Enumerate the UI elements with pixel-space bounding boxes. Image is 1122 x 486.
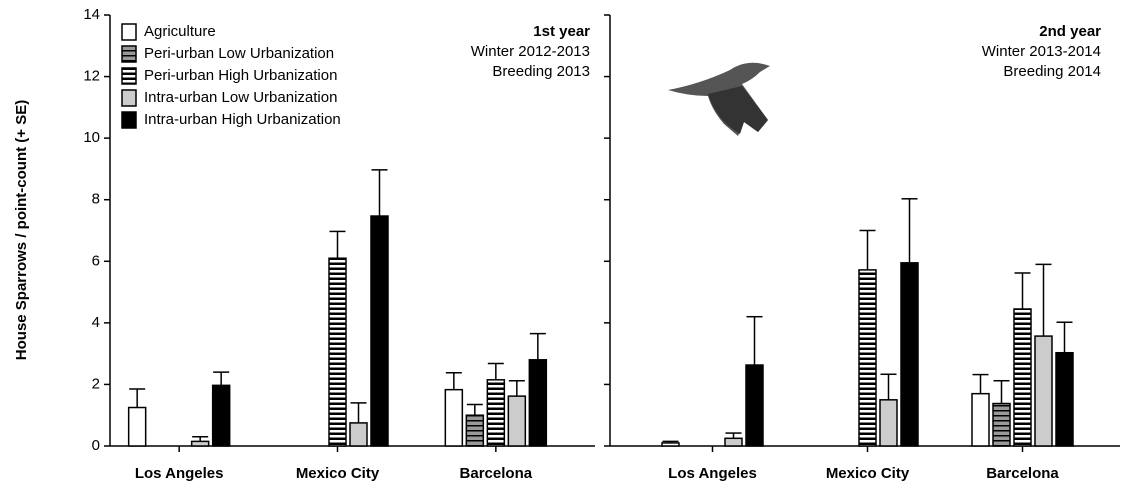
bar (129, 408, 146, 446)
y-tick-label: 12 (83, 68, 100, 85)
bar (1056, 353, 1073, 446)
legend-label: Peri-urban Low Urbanization (144, 45, 334, 62)
x-tick-label: Los Angeles (135, 465, 224, 482)
bar (445, 390, 462, 446)
panel-note: Winter 2013-2014 (982, 43, 1101, 60)
y-tick-label: 6 (92, 252, 100, 269)
bar (725, 438, 742, 446)
bar (880, 400, 897, 446)
legend-swatch (122, 46, 136, 62)
legend-label: Intra-urban Low Urbanization (144, 89, 337, 106)
bar (662, 443, 679, 446)
bar (901, 263, 918, 446)
bar (329, 258, 346, 446)
y-tick-label: 2 (92, 375, 100, 392)
panel-note: Winter 2012-2013 (471, 43, 590, 60)
bar (350, 423, 367, 446)
y-tick-label: 4 (92, 314, 100, 331)
panel-title: 1st year (533, 23, 590, 40)
bar (859, 270, 876, 446)
bar (972, 394, 989, 446)
panel-note: Breeding 2013 (492, 63, 590, 80)
y-axis-label: House Sparrows / point-count (+ SE) (13, 100, 30, 360)
legend-label: Peri-urban High Urbanization (144, 67, 337, 84)
bar (371, 216, 388, 446)
y-tick-label: 0 (92, 437, 100, 454)
bar (529, 360, 546, 446)
bar (1014, 309, 1031, 446)
panel-title: 2nd year (1039, 23, 1101, 40)
bar (466, 415, 483, 446)
y-tick-label: 10 (83, 129, 100, 146)
legend-swatch (122, 68, 136, 84)
chart: House Sparrows / point-count (+ SE) 0 2 4 6… (0, 0, 1122, 486)
bar (192, 441, 209, 446)
legend-swatch (122, 112, 136, 128)
y-tick-label: 8 (92, 191, 100, 208)
legend-swatch (122, 90, 136, 106)
y-tick-label: 14 (83, 6, 100, 23)
x-tick-label: Mexico City (826, 465, 910, 482)
x-tick-label: Mexico City (296, 465, 380, 482)
bar (508, 396, 525, 446)
bar (213, 385, 230, 446)
x-tick-label: Barcelona (460, 465, 533, 482)
legend-swatch (122, 24, 136, 40)
legend-label: Agriculture (144, 23, 216, 40)
panel-note: Breeding 2014 (1003, 63, 1101, 80)
bar (487, 380, 504, 446)
bird-icon (668, 63, 770, 136)
bar (993, 404, 1010, 446)
legend-label: Intra-urban High Urbanization (144, 111, 341, 128)
x-tick-label: Los Angeles (668, 465, 757, 482)
x-tick-label: Barcelona (986, 465, 1059, 482)
bar (1035, 336, 1052, 446)
bar (746, 365, 763, 446)
